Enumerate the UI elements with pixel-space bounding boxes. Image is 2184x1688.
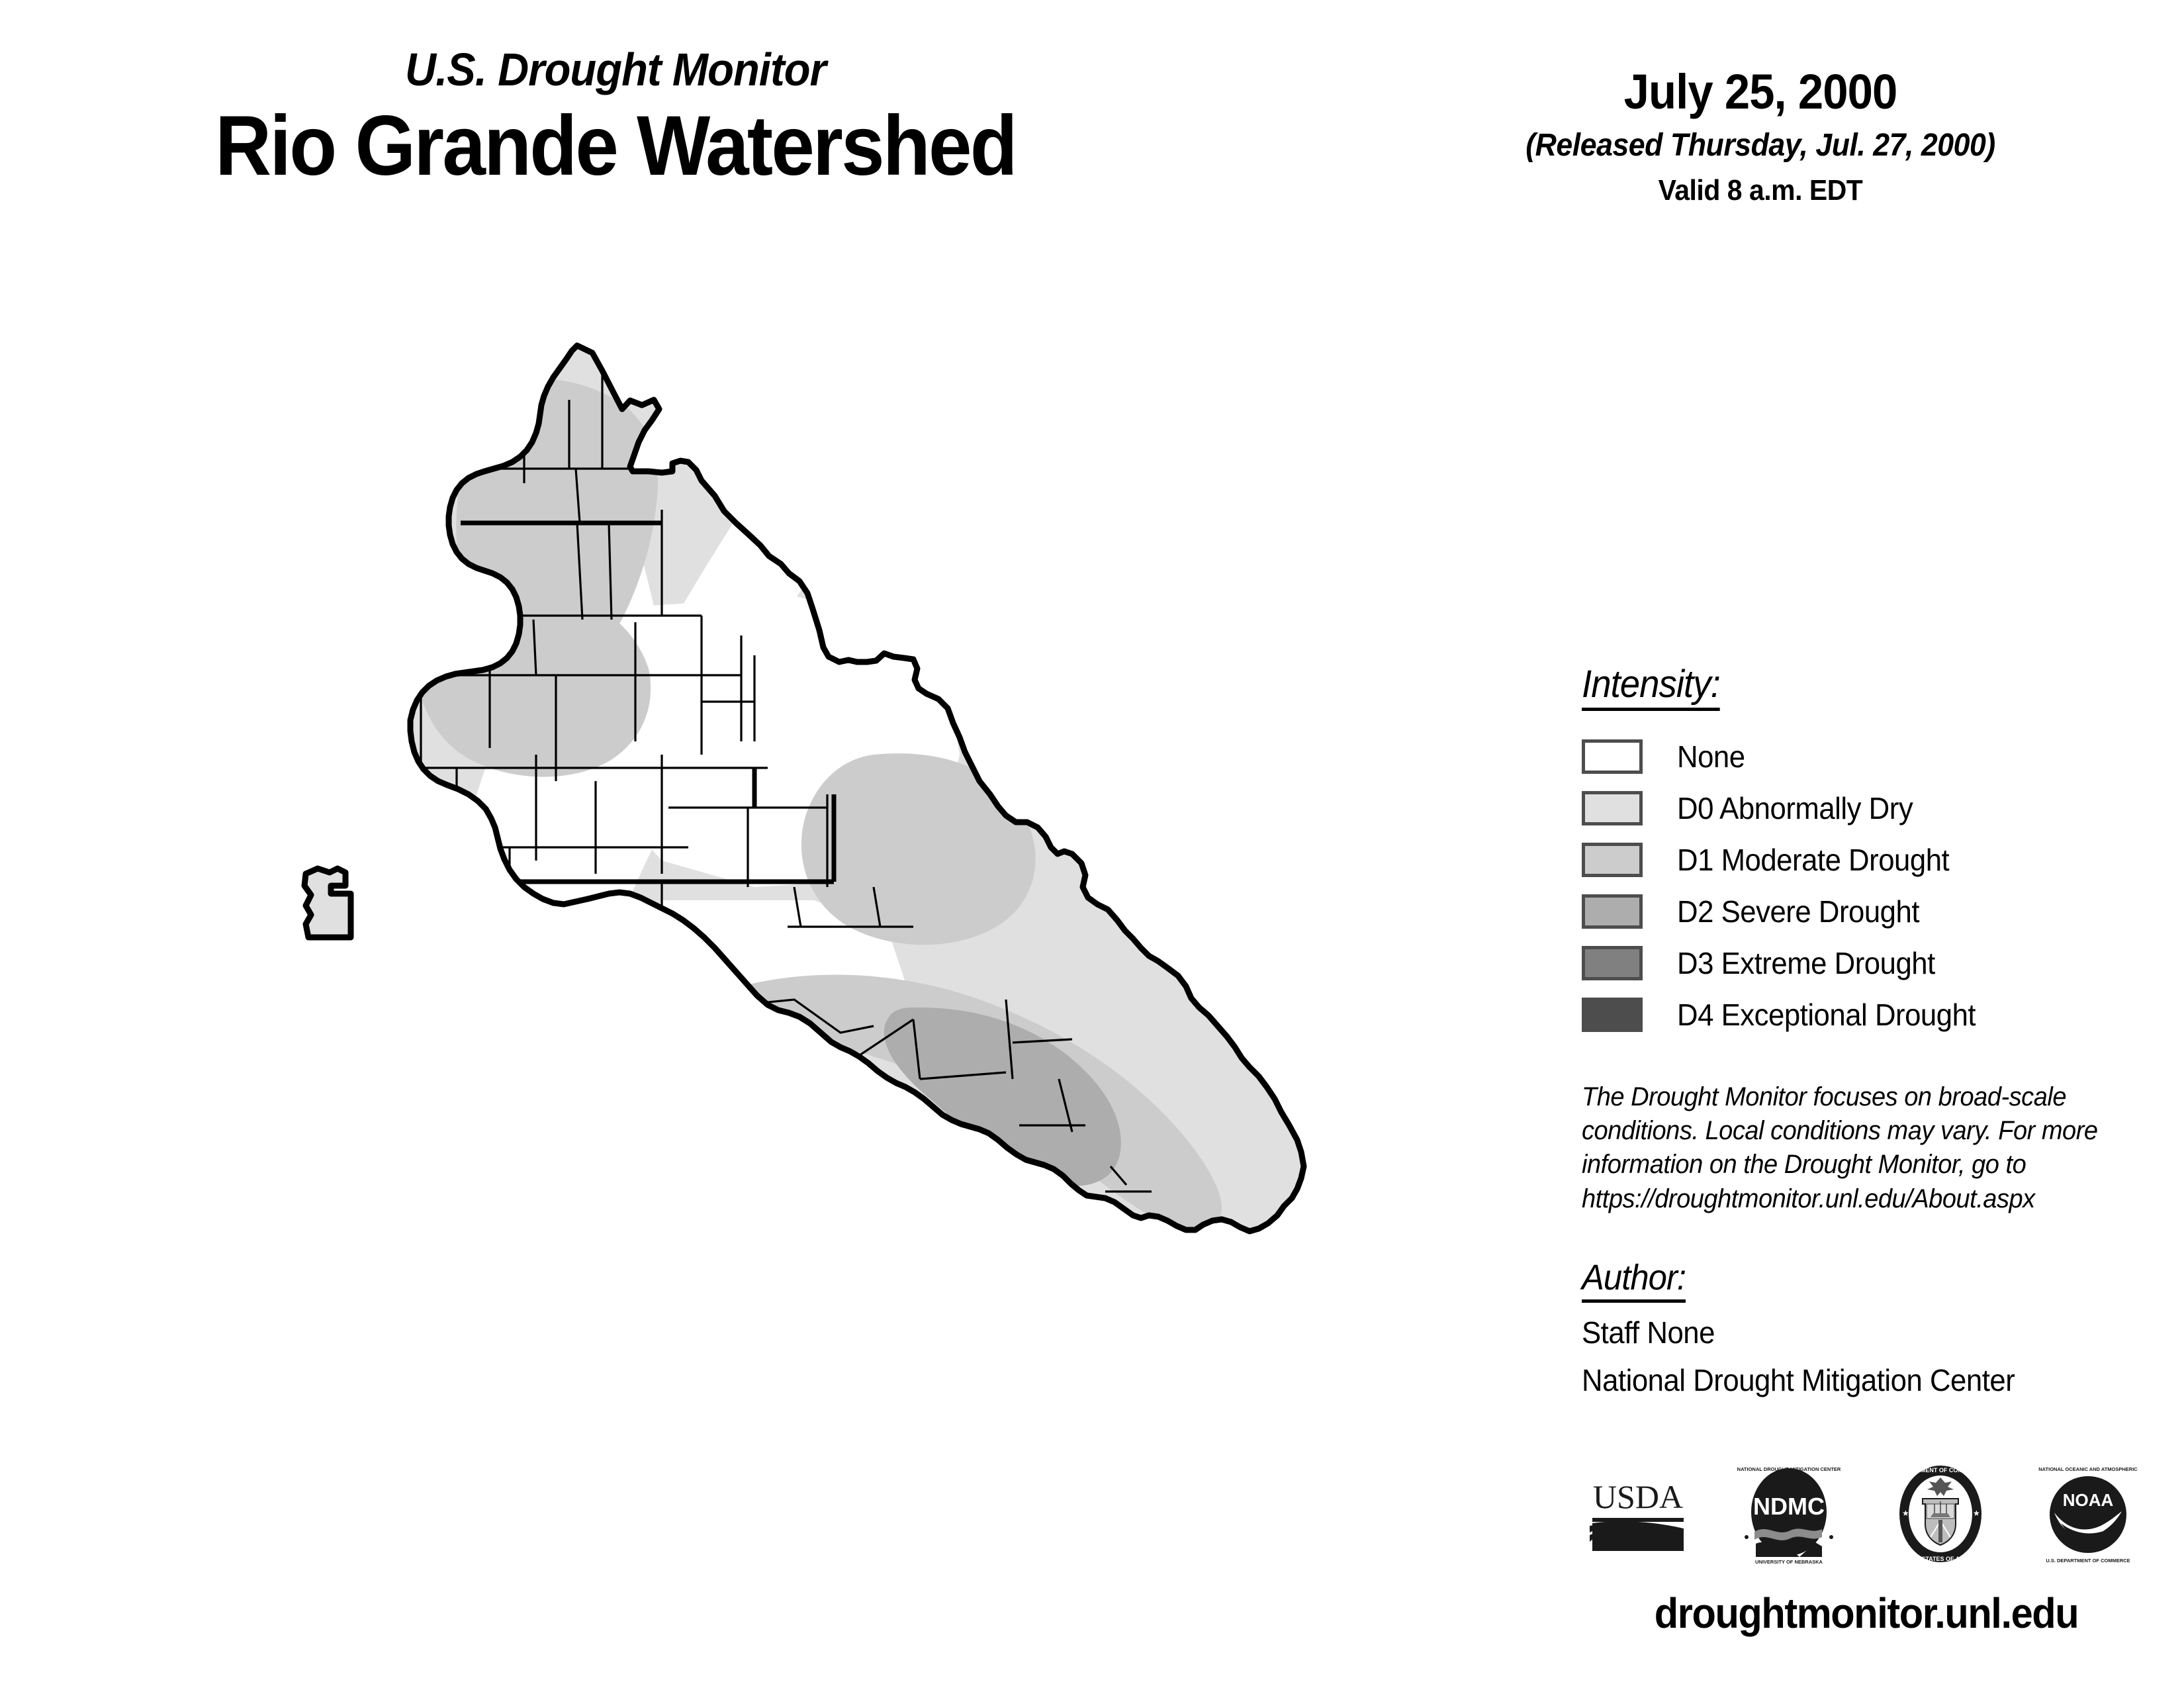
detached-west-parcel bbox=[301, 865, 354, 941]
legend-label-d0: D0 Abnormally Dry bbox=[1677, 791, 1913, 825]
usda-logo-text: USDA bbox=[1593, 1478, 1683, 1515]
ndmc-logo[interactable]: NDMC NATIONAL DROUGHT MITIGATION CENTER … bbox=[1736, 1463, 1842, 1569]
legend-item-d3[interactable]: D3 Extreme Drought bbox=[1582, 937, 2177, 989]
map-drought-fills bbox=[410, 346, 1304, 1231]
svg-text:★: ★ bbox=[1973, 1509, 1980, 1518]
supertitle: U.S. Drought Monitor bbox=[405, 44, 827, 95]
legend-item-d1[interactable]: D1 Moderate Drought bbox=[1582, 834, 2177, 886]
noaa-logo-text: NOAA bbox=[2063, 1490, 2114, 1510]
page-title: Rio Grande Watershed bbox=[215, 99, 1018, 193]
noaa-ring-top: NATIONAL OCEANIC AND ATMOSPHERIC bbox=[2038, 1466, 2138, 1472]
ndmc-logo-text: NDMC bbox=[1753, 1493, 1825, 1520]
author-heading: Author: bbox=[1582, 1257, 1686, 1303]
agency-logo-row: USDA NDMC NATIONAL DROUGHT MITIGATION CE… bbox=[1588, 1456, 2138, 1575]
drought-map[interactable] bbox=[291, 331, 1310, 1615]
release-date: (Released Thursday, Jul. 27, 2000) bbox=[1525, 127, 1995, 163]
ndmc-ring-top: NATIONAL DROUGHT MITIGATION CENTER bbox=[1737, 1466, 1841, 1472]
doc-ring-top: DEPARTMENT OF COMMERCE bbox=[1896, 1467, 1984, 1474]
svg-text:★: ★ bbox=[1902, 1509, 1909, 1518]
legend-item-d2[interactable]: D2 Severe Drought bbox=[1582, 886, 2177, 937]
fill-d2-lowerriogrande bbox=[884, 1007, 1121, 1186]
legend-item-d0[interactable]: D0 Abnormally Dry bbox=[1582, 782, 2177, 834]
legend-panel: Intensity: None D0 Abnormally Dry D1 Mod… bbox=[1582, 662, 2177, 1398]
legend-label-none: None bbox=[1677, 739, 1745, 774]
author-name: Staff None bbox=[1582, 1315, 1715, 1350]
legend-swatch-d1 bbox=[1582, 843, 1643, 877]
legend-item-d4[interactable]: D4 Exceptional Drought bbox=[1582, 989, 2177, 1041]
valid-time: Valid 8 a.m. EDT bbox=[1658, 173, 1863, 207]
legend-swatch-d0 bbox=[1582, 791, 1643, 825]
noaa-logo[interactable]: NOAA NATIONAL OCEANIC AND ATMOSPHERIC U.… bbox=[2038, 1465, 2138, 1568]
ndmc-ring-bottom: UNIVERSITY OF NEBRASKA bbox=[1755, 1559, 1823, 1565]
author-affiliation: National Drought Mitigation Center bbox=[1582, 1362, 2015, 1397]
legend-swatch-d2 bbox=[1582, 894, 1643, 929]
footer-url[interactable]: droughtmonitor.unl.edu bbox=[1654, 1589, 2079, 1637]
doc-ring-bottom: UNITED STATES OF AMERICA bbox=[1897, 1556, 1983, 1562]
usda-logo[interactable]: USDA bbox=[1588, 1472, 1688, 1561]
legend-swatch-d3 bbox=[1582, 946, 1643, 980]
legend-label-d2: D2 Severe Drought bbox=[1677, 894, 1920, 929]
legend-item-none[interactable]: None bbox=[1582, 731, 2177, 782]
title-block: U.S. Drought Monitor Rio Grande Watershe… bbox=[0, 46, 1231, 191]
fill-d1-midbasin bbox=[801, 753, 1036, 945]
map-svg bbox=[301, 342, 1307, 1235]
date-block: July 25, 2000 (Released Thursday, Jul. 2… bbox=[1443, 66, 2078, 207]
legend-swatch-none bbox=[1582, 739, 1643, 774]
legend-label-d4: D4 Exceptional Drought bbox=[1677, 998, 1976, 1032]
legend-list: None D0 Abnormally Dry D1 Moderate Droug… bbox=[1582, 731, 2177, 1041]
legend-label-d3: D3 Extreme Drought bbox=[1677, 946, 1935, 980]
intensity-heading: Intensity: bbox=[1582, 662, 1721, 711]
legend-swatch-d4 bbox=[1582, 998, 1643, 1032]
legend-label-d1: D1 Moderate Drought bbox=[1677, 843, 1950, 877]
watershed-outline bbox=[407, 342, 1307, 1235]
noaa-ring-bottom: U.S. DEPARTMENT OF COMMERCE bbox=[2046, 1558, 2130, 1564]
doc-logo[interactable]: DEPARTMENT OF COMMERCE UNITED STATES OF … bbox=[1891, 1463, 1990, 1569]
valid-date: July 25, 2000 bbox=[1623, 64, 1898, 119]
disclaimer-text: The Drought Monitor focuses on broad-sca… bbox=[1582, 1082, 2098, 1213]
